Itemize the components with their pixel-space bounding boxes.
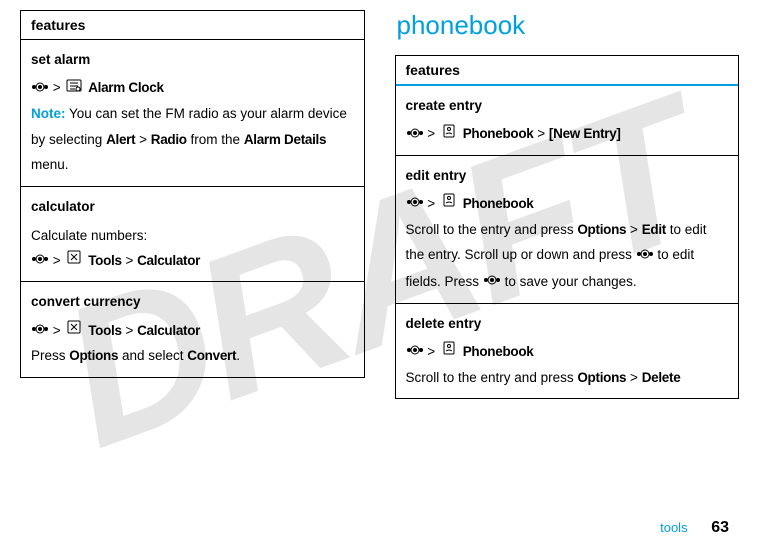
path-text: [New Entry] [549,126,621,141]
row-title: convert currency [31,290,354,314]
right-features-table: features create entry > Phonebook > [New… [395,55,740,399]
tail-text: Press Options and select Convert. [31,343,354,369]
center-key-icon [636,243,654,269]
lead-text: Calculate numbers: [31,223,354,249]
gt: > [427,196,435,211]
nav-path: > Phonebook [406,340,729,365]
path-text: Tools [88,253,122,268]
text: and select [122,348,184,363]
row-edit-entry: edit entry > Phonebook Scroll to the ent… [396,156,739,304]
left-table-header: features [21,11,364,40]
right-table-header: features [396,56,739,86]
alarm-icon [66,77,82,101]
center-key-icon [406,123,424,147]
nav-path: > Tools > Calculator [31,249,354,274]
nav-path: > Phonebook > [New Entry] [406,122,729,147]
row-title: calculator [31,195,354,219]
gt: > [125,323,133,338]
left-column: features set alarm > Alarm Clock Note: Y [20,10,365,399]
path-text: Phonebook [463,196,534,211]
path-text: Tools [88,323,122,338]
inline-bold: Convert [187,348,236,363]
path-text: Calculator [137,253,200,268]
inline-bold: Options [69,348,118,363]
gt: > [53,323,61,338]
gt: > [125,253,133,268]
inline-bold: Options [577,370,626,385]
note-label: Note: [31,106,66,121]
gt: > [427,126,435,141]
gt: > [427,344,435,359]
tools-icon [66,319,82,343]
center-key-icon [483,269,501,295]
page-columns: features set alarm > Alarm Clock Note: Y [0,0,759,399]
row-title: delete entry [406,312,729,336]
left-features-table: features set alarm > Alarm Clock Note: Y [20,10,365,378]
row-calculator: calculator Calculate numbers: > Tools > … [21,187,364,283]
path-text: Phonebook [463,126,534,141]
row-title: set alarm [31,48,354,72]
footer-section-label: tools [660,520,687,535]
center-key-icon [406,340,424,364]
gt: > [630,222,638,237]
note-text: Note: You can set the FM radio as your a… [31,101,354,178]
phonebook-icon [441,192,457,216]
inline-bold: Options [577,222,626,237]
gt: > [139,132,147,147]
nav-path: > Tools > Calculator [31,319,354,344]
row-create-entry: create entry > Phonebook > [New Entry] [396,86,739,156]
gt: > [53,80,61,95]
nav-path: > Phonebook [406,192,729,217]
note-body: menu. [31,157,69,172]
inline-bold: Delete [642,370,681,385]
center-key-icon [406,192,424,216]
body-text: Scroll to the entry and press Options > … [406,217,729,295]
tools-icon [66,249,82,273]
row-title: edit entry [406,164,729,188]
text: Scroll to the entry and press [406,370,574,385]
note-body: from the [191,132,241,147]
inline-bold: Edit [642,222,666,237]
inline-bold: Alert [106,132,135,147]
inline-bold: Radio [151,132,187,147]
gt: > [537,126,545,141]
center-key-icon [31,249,49,273]
inline-bold: Alarm Details [244,132,326,147]
row-delete-entry: delete entry > Phonebook Scroll to the e… [396,304,739,399]
row-title: create entry [406,94,729,118]
gt: > [630,370,638,385]
text: Scroll to the entry and press [406,222,574,237]
path-text: Phonebook [463,344,534,359]
center-key-icon [31,77,49,101]
right-column: phonebook features create entry > Phoneb… [395,10,740,399]
body-text: Scroll to the entry and press Options > … [406,365,729,391]
text: . [236,348,240,363]
path-text: Calculator [137,323,200,338]
path-text: Alarm Clock [88,80,163,95]
center-key-icon [31,319,49,343]
gt: > [53,253,61,268]
phonebook-icon [441,340,457,364]
section-title-phonebook: phonebook [395,10,740,41]
page-number: 63 [711,519,729,536]
phonebook-icon [441,123,457,147]
text: to save your changes. [505,274,637,289]
text: Press [31,348,66,363]
nav-path: > Alarm Clock [31,76,354,101]
page-footer: tools 63 [660,519,729,537]
row-set-alarm: set alarm > Alarm Clock Note: You can se… [21,40,364,187]
row-convert-currency: convert currency > Tools > Calculator Pr… [21,282,364,377]
